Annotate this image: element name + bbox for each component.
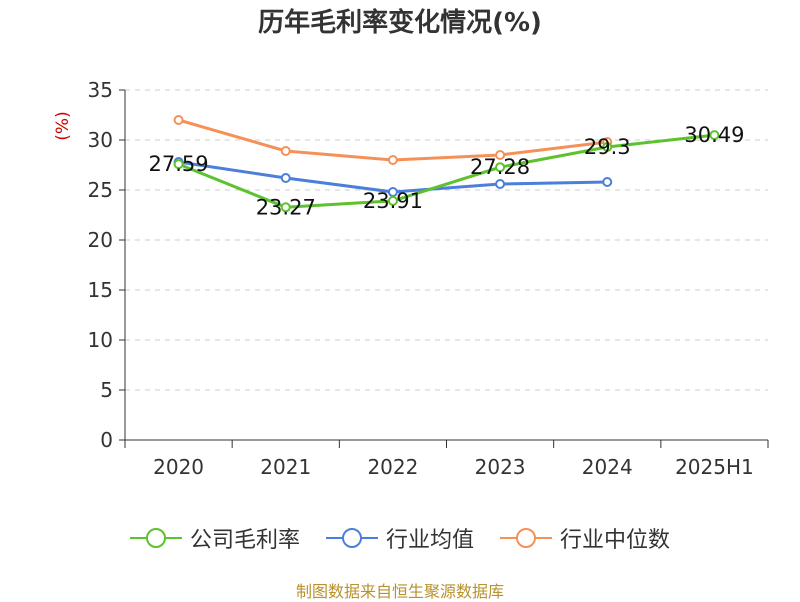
- data-label: 23.91: [363, 189, 423, 213]
- legend-label: 公司毛利率: [189, 528, 300, 553]
- legend-marker-icon: [129, 528, 182, 548]
- y-tick-label: 5: [100, 378, 113, 402]
- y-tick-label: 20: [88, 228, 113, 252]
- data-label: 27.59: [149, 152, 209, 176]
- data-point: [387, 155, 398, 165]
- x-tick-label: 2024: [582, 455, 633, 479]
- legend-circle-icon: [341, 528, 362, 548]
- chart-title: 历年毛利率变化情况(%): [258, 8, 542, 38]
- series-line-0: [178, 133, 715, 209]
- data-point: [495, 179, 506, 189]
- legend-circle-icon: [145, 528, 166, 548]
- data-point: [280, 202, 291, 213]
- legend-circle-icon: [516, 528, 536, 548]
- data-point: [173, 115, 184, 125]
- data-point: [602, 142, 613, 152]
- source-note: 制图数据来自恒生聚源数据库: [295, 582, 504, 601]
- y-tick-label: 15: [88, 278, 113, 302]
- y-tick-label: 10: [88, 328, 113, 352]
- data-point: [173, 159, 184, 170]
- x-tick-label: 2021: [260, 455, 311, 479]
- gridlines: [125, 89, 768, 391]
- x-tick-label: 2023: [475, 455, 526, 479]
- data-point: [602, 177, 613, 187]
- data-point: [280, 173, 291, 183]
- legend-label: 行业均值: [385, 528, 474, 553]
- legend-marker-icon: [325, 528, 378, 548]
- legend-marker-icon: [500, 528, 552, 548]
- y-tick-label: 25: [88, 178, 113, 202]
- x-tick-label: 2022: [367, 455, 418, 479]
- series-lines: [173, 115, 720, 213]
- x-tick-label: 2020: [153, 455, 204, 479]
- series-line-2: [178, 118, 608, 162]
- data-label: 29.3: [584, 135, 631, 159]
- legend: 公司毛利率 行业均值 行业中位数: [0, 520, 800, 556]
- x-tick-label: 2025H1: [675, 455, 754, 479]
- y-tick-label: 35: [88, 78, 113, 102]
- legend-item[interactable]: 行业均值: [325, 522, 474, 554]
- data-point: [387, 195, 398, 206]
- legend-item[interactable]: 公司毛利率: [129, 522, 300, 554]
- y-tick-label: 30: [88, 128, 113, 152]
- data-point: [495, 162, 506, 173]
- data-label: 23.27: [256, 195, 316, 219]
- axes: 0 5 10 15 20 25 30 35 2020 2021 2022 2023 2024 2025H1: [88, 78, 769, 479]
- data-labels: 27.59 23.27 23.91 27.28 29.3 30.49: [149, 123, 745, 219]
- legend-label: 行业中位数: [560, 528, 671, 553]
- data-point: [280, 146, 291, 156]
- y-tick-label: 0: [100, 428, 113, 452]
- legend-item[interactable]: 行业中位数: [500, 522, 670, 554]
- data-label: 27.28: [470, 155, 530, 179]
- data-point: [709, 130, 720, 141]
- y-axis-label: (%): [53, 111, 73, 140]
- data-label: 30.49: [684, 123, 744, 147]
- data-point: [495, 150, 506, 160]
